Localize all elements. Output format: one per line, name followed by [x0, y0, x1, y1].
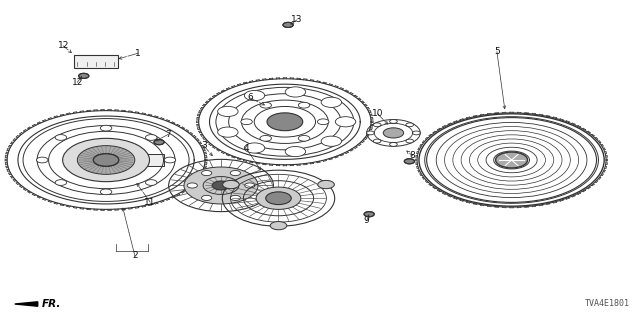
Ellipse shape	[495, 152, 527, 168]
Ellipse shape	[187, 183, 197, 188]
Text: FR.: FR.	[42, 299, 61, 309]
Ellipse shape	[230, 195, 241, 200]
Ellipse shape	[383, 128, 404, 138]
Ellipse shape	[145, 135, 157, 140]
Ellipse shape	[364, 212, 374, 217]
Ellipse shape	[164, 157, 175, 163]
Ellipse shape	[267, 113, 303, 131]
Text: TVA4E1801: TVA4E1801	[585, 299, 630, 308]
Text: 10: 10	[372, 109, 383, 118]
Ellipse shape	[202, 195, 212, 200]
Bar	[129, 154, 164, 166]
Ellipse shape	[77, 146, 135, 174]
Ellipse shape	[184, 167, 258, 204]
Text: 8: 8	[410, 151, 415, 160]
Ellipse shape	[256, 187, 301, 209]
Ellipse shape	[404, 159, 415, 164]
Text: 6: 6	[247, 93, 253, 102]
Ellipse shape	[154, 140, 164, 145]
Text: 12: 12	[72, 78, 83, 87]
Ellipse shape	[298, 102, 310, 108]
Ellipse shape	[266, 192, 291, 204]
Ellipse shape	[100, 125, 112, 131]
Ellipse shape	[212, 181, 230, 190]
Ellipse shape	[406, 123, 413, 127]
Ellipse shape	[260, 135, 271, 141]
Text: 3: 3	[201, 141, 207, 150]
Ellipse shape	[218, 127, 238, 137]
Ellipse shape	[373, 123, 381, 127]
Ellipse shape	[230, 171, 241, 176]
Ellipse shape	[283, 22, 293, 28]
Ellipse shape	[218, 106, 238, 116]
Ellipse shape	[298, 135, 310, 141]
Text: 12: 12	[58, 41, 69, 51]
Ellipse shape	[63, 138, 150, 182]
Text: 2: 2	[132, 251, 138, 260]
Ellipse shape	[413, 131, 420, 135]
Ellipse shape	[285, 147, 306, 157]
Ellipse shape	[241, 119, 252, 124]
Ellipse shape	[285, 87, 306, 97]
Ellipse shape	[367, 131, 374, 135]
Ellipse shape	[270, 221, 287, 230]
Ellipse shape	[373, 139, 381, 143]
Ellipse shape	[317, 119, 329, 124]
Ellipse shape	[244, 91, 265, 101]
Ellipse shape	[321, 97, 342, 108]
Text: 4: 4	[244, 144, 250, 153]
Text: 7: 7	[165, 130, 171, 139]
Ellipse shape	[36, 157, 48, 163]
Ellipse shape	[260, 102, 271, 108]
Bar	[74, 55, 118, 68]
Polygon shape	[15, 302, 38, 306]
Ellipse shape	[223, 180, 239, 189]
Text: 9: 9	[364, 216, 369, 225]
Ellipse shape	[55, 180, 67, 185]
Text: 1: 1	[135, 49, 141, 58]
Ellipse shape	[321, 136, 342, 146]
Ellipse shape	[79, 73, 89, 78]
Ellipse shape	[244, 183, 255, 188]
Ellipse shape	[317, 180, 334, 189]
Ellipse shape	[244, 143, 265, 153]
Text: 11: 11	[145, 197, 156, 206]
Ellipse shape	[335, 117, 356, 127]
Ellipse shape	[406, 139, 413, 143]
Text: 5: 5	[494, 47, 500, 56]
Ellipse shape	[390, 120, 397, 123]
Ellipse shape	[100, 189, 112, 195]
Ellipse shape	[390, 142, 397, 146]
Ellipse shape	[145, 180, 157, 185]
Text: 13: 13	[291, 15, 303, 24]
Ellipse shape	[202, 171, 212, 176]
Ellipse shape	[55, 135, 67, 140]
Ellipse shape	[93, 154, 119, 166]
